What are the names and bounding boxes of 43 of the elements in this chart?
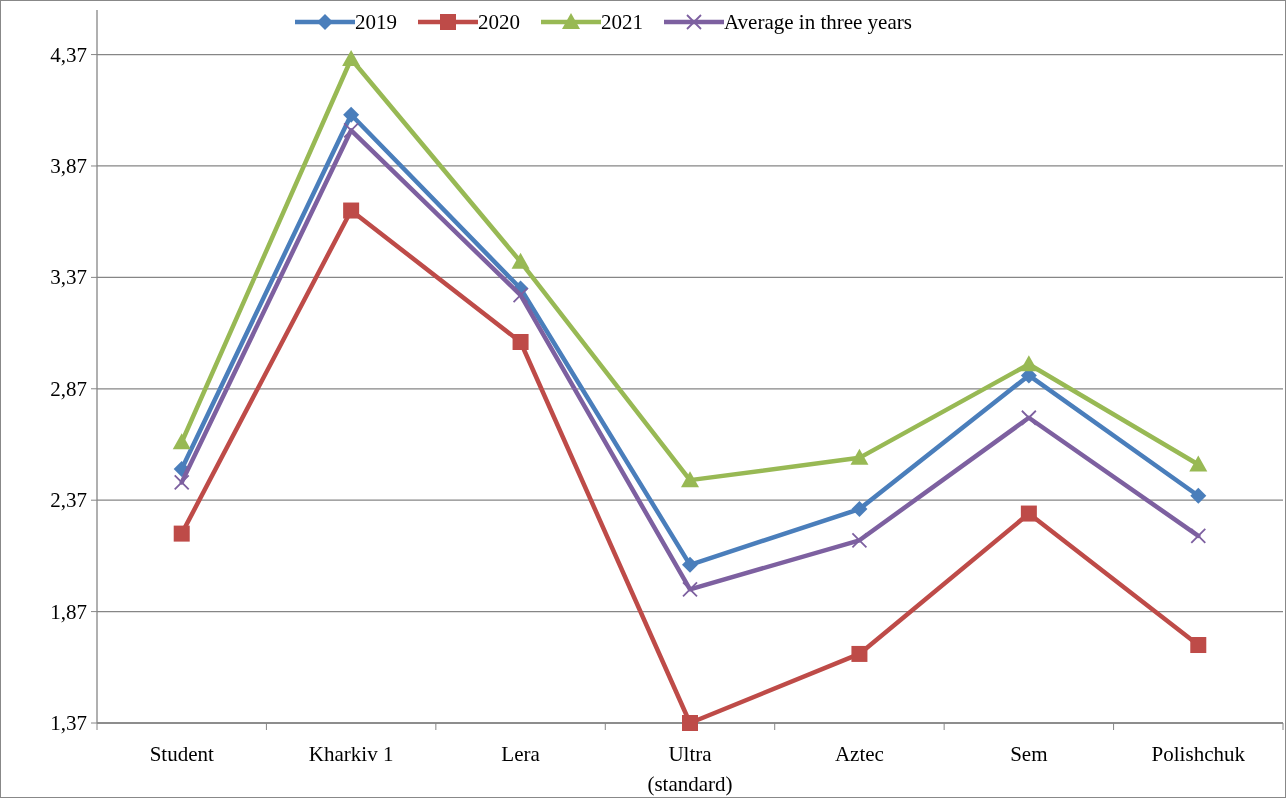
point <box>173 474 190 491</box>
legend-label: 2021 <box>601 10 643 34</box>
point <box>851 645 868 662</box>
point <box>851 501 868 518</box>
point <box>682 715 698 731</box>
point <box>343 122 360 139</box>
point <box>511 252 530 269</box>
point <box>342 50 361 67</box>
point <box>1190 527 1207 544</box>
point <box>512 287 529 304</box>
x-tick-label: Kharkiv 1 <box>308 742 394 766</box>
y-tick-label: 1,87 <box>50 599 87 624</box>
y-tick-label: 3,37 <box>50 265 87 290</box>
point <box>343 202 360 219</box>
legend-label: 2020 <box>478 10 520 34</box>
point <box>682 581 698 598</box>
point <box>682 556 698 573</box>
point <box>681 471 699 488</box>
point <box>850 448 869 465</box>
x-tick-label: Sem <box>1010 742 1048 766</box>
y-tick-label: 3,87 <box>50 153 87 178</box>
x-tick-label: Polishchuk <box>1151 742 1246 766</box>
x-tick-label: Lera <box>501 742 541 766</box>
legend-label: Average in three years <box>724 10 912 34</box>
y-tick-label: 2,87 <box>50 376 87 401</box>
point <box>1019 355 1038 372</box>
point <box>1020 505 1037 522</box>
point <box>343 106 360 123</box>
y-tick-label: 2,37 <box>50 488 87 513</box>
point <box>512 333 529 350</box>
point <box>172 433 191 450</box>
x-tick-label: Aztec <box>834 742 884 766</box>
point <box>1190 637 1207 654</box>
legend-label: 2019 <box>355 10 397 34</box>
point <box>1189 455 1208 472</box>
y-tick-label: 4,37 <box>50 42 87 67</box>
point <box>1190 487 1207 504</box>
x-tick-label: Ultra (standard) <box>647 742 733 796</box>
x-tick-label: Student <box>149 742 214 766</box>
y-tick-label: 1,37 <box>50 711 87 735</box>
point <box>1020 409 1037 426</box>
point <box>851 532 868 549</box>
point <box>173 525 190 542</box>
